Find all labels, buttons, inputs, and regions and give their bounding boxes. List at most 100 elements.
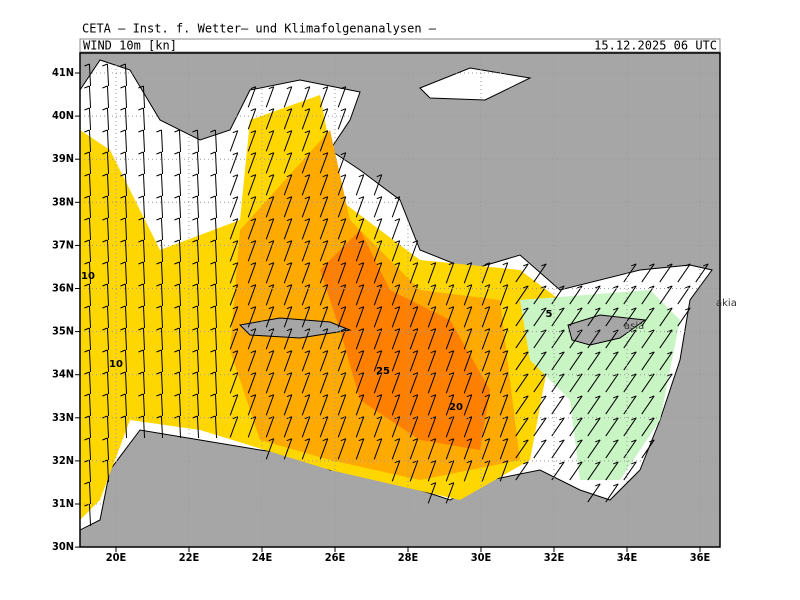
wind-barb-tick — [448, 482, 454, 486]
wind-barb — [88, 261, 92, 285]
wind-barb-tick — [174, 129, 180, 133]
wind-barb — [409, 240, 419, 262]
wind-barb — [88, 173, 92, 197]
lon-tick-label: 28E — [398, 551, 419, 564]
wind-barb — [88, 415, 92, 439]
wind-barb — [355, 262, 365, 284]
wind-barb — [677, 263, 691, 283]
wind-barb — [247, 196, 257, 218]
wind-barb-tick — [502, 460, 508, 464]
wind-barb — [283, 306, 293, 328]
wind-barb — [463, 372, 473, 394]
wind-barb-tick — [559, 439, 565, 443]
wind-barb-tick — [304, 196, 310, 200]
wind-barb-tick — [174, 393, 180, 397]
wind-barb-tick — [631, 439, 637, 443]
wind-barb — [551, 351, 565, 371]
wind-barb-tick — [286, 240, 292, 244]
wind-barb — [481, 350, 491, 372]
wind-barb-tick — [192, 371, 198, 375]
wind-barb — [106, 261, 110, 285]
wind-barb — [283, 328, 293, 350]
wind-barb-tick — [613, 461, 619, 465]
wind-barb — [88, 129, 92, 153]
wind-barb — [124, 371, 128, 395]
wind-barb — [319, 86, 329, 108]
wind-barb-tick — [84, 283, 90, 287]
wind-barb-tick — [174, 371, 180, 375]
wind-barb — [659, 329, 673, 349]
wind-barb-tick — [502, 394, 508, 398]
wind-barb — [319, 372, 329, 394]
wind-barb-tick — [358, 262, 364, 266]
wind-barb — [142, 371, 146, 395]
wind-barb — [481, 460, 491, 482]
wind-barb-tick — [484, 394, 490, 398]
wind-barb — [623, 461, 637, 481]
wind-barb-tick — [210, 195, 216, 199]
wind-barb-tick — [102, 393, 108, 397]
wind-barb — [283, 350, 293, 372]
wind-barb — [88, 481, 92, 505]
wind-barb-tick — [631, 285, 637, 289]
wind-barb — [214, 195, 218, 219]
wind-barb-tick — [102, 195, 108, 199]
wind-barb — [301, 196, 311, 218]
wind-barb — [106, 217, 110, 241]
wind-barb-tick — [685, 285, 691, 289]
wind-barb-tick — [102, 305, 108, 309]
wind-barb-tick — [577, 351, 583, 355]
wind-barb-tick — [649, 439, 655, 443]
wind-barb — [301, 130, 311, 152]
wind-barb-tick — [250, 262, 256, 266]
wind-barb — [499, 394, 509, 416]
contour-label: 10 — [109, 359, 123, 370]
wind-barb-tick — [667, 285, 673, 289]
wind-barb — [214, 327, 218, 351]
wind-barb — [160, 415, 164, 439]
wind-barb — [247, 350, 257, 372]
wind-barb — [160, 173, 164, 197]
wind-barb — [124, 415, 128, 439]
wind-barb — [178, 129, 182, 153]
wind-barb — [319, 152, 329, 174]
wind-barb — [373, 196, 383, 218]
wind-barb — [391, 394, 401, 416]
wind-barb-tick — [667, 263, 673, 267]
wind-barb — [463, 328, 473, 350]
wind-barb — [196, 371, 200, 395]
wind-barb — [319, 350, 329, 372]
wind-barb-tick — [304, 350, 310, 354]
wind-barb-tick — [649, 285, 655, 289]
wind-barb — [106, 195, 110, 219]
lat-tick-label: 31N — [52, 497, 74, 510]
wind-barb-tick — [286, 438, 292, 442]
wind-barb-tick — [84, 217, 90, 221]
wind-barb — [124, 85, 128, 109]
wind-barb-tick — [138, 129, 144, 133]
wind-barb-tick — [394, 416, 400, 420]
wind-barb-tick — [84, 195, 90, 199]
wind-barb — [373, 372, 383, 394]
wind-barb-tick — [156, 415, 162, 419]
wind-barb-tick — [84, 371, 90, 375]
wind-barb-tick — [322, 284, 328, 288]
wind-barb — [695, 263, 709, 283]
wind-barb-tick — [448, 284, 454, 288]
wind-barb — [515, 373, 529, 393]
wind-barb-tick — [541, 263, 547, 267]
wind-barb — [301, 152, 311, 174]
wind-barb — [124, 173, 128, 197]
wind-barb — [499, 460, 509, 482]
wind-barb-tick — [358, 328, 364, 332]
wind-barb-tick — [412, 416, 418, 420]
wind-barb — [551, 307, 565, 327]
wind-barb-tick — [268, 174, 274, 178]
wind-barb-tick — [484, 416, 490, 420]
wind-barb — [160, 283, 164, 307]
wind-barb-tick — [466, 438, 472, 442]
wind-barb — [247, 306, 257, 328]
wind-barb-tick — [577, 395, 583, 399]
wind-barb-tick — [268, 438, 274, 442]
